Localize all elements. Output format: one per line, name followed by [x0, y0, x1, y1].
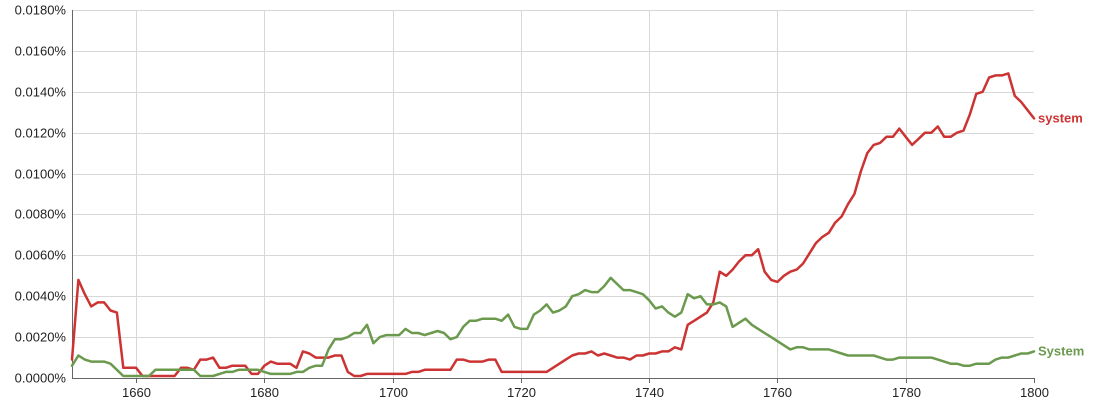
- y-tick-label: 0.0180%: [15, 3, 67, 18]
- y-tick-label: 0.0020%: [15, 330, 67, 345]
- series-label-0: system: [1038, 110, 1083, 125]
- y-tick-label: 0.0080%: [15, 207, 67, 222]
- x-tick-label: 1760: [763, 385, 792, 400]
- x-tick-label: 1740: [635, 385, 664, 400]
- series-line-1: [70, 276, 1036, 378]
- x-tick-label: 1660: [122, 385, 151, 400]
- y-tick-label: 0.0000%: [15, 371, 67, 386]
- grid-layer: [72, 10, 1034, 378]
- x-tick-label: 1720: [507, 385, 536, 400]
- axis-layer: 0.0000% 0.0020% 0.0040% 0.0060% 0.0080% 0.010…: [15, 3, 1049, 401]
- y-tick-label: 0.0120%: [15, 126, 67, 141]
- x-tick-label: 1680: [250, 385, 279, 400]
- x-tick-label: 1780: [892, 385, 921, 400]
- series-label-layer: system System: [1038, 110, 1084, 358]
- y-tick-label: 0.0040%: [15, 289, 67, 304]
- y-tick-label: 0.0060%: [15, 248, 67, 263]
- y-tick-label: 0.0160%: [15, 44, 67, 59]
- series-label-1: System: [1038, 343, 1084, 358]
- y-tick-label: 0.0140%: [15, 85, 67, 100]
- series-layer: [70, 72, 1036, 378]
- x-tick-label: 1800: [1020, 385, 1049, 400]
- y-tick-label: 0.0100%: [15, 167, 67, 182]
- series-line-0: [70, 72, 1036, 378]
- x-tick-label: 1700: [379, 385, 408, 400]
